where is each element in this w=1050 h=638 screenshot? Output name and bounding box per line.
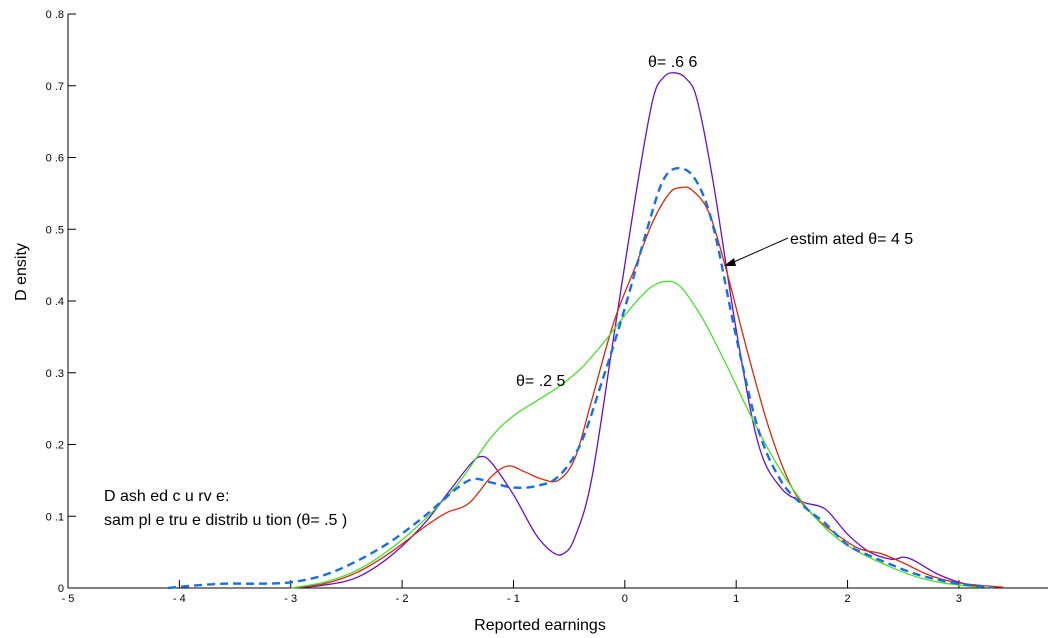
x-ticks: - 5 - 4 - 3 - 2 - 1 0 1 2 3 [62, 580, 962, 605]
x-tick-label: - 5 [62, 593, 75, 605]
y-tick-label: 0 .3 [46, 368, 64, 380]
x-tick-label: - 2 [396, 593, 409, 605]
y-tick-label: 0 .6 [46, 153, 64, 165]
y-tick-label: 0 .4 [46, 296, 64, 308]
annotation-theta-66: θ= .6 6 [648, 54, 697, 71]
series-line-0 [168, 166, 993, 590]
y-tick-label: 0 .2 [46, 440, 64, 452]
x-tick-label: - 4 [173, 593, 186, 605]
annotation-dashed-line2: sam pl e tru e distrib u tion (θ= .5 ) [104, 512, 347, 529]
x-axis-label: Reported earnings [474, 617, 606, 634]
y-axis-label: D ensity [13, 243, 30, 301]
x-tick-label: - 1 [507, 593, 520, 605]
x-tick-label: - 3 [284, 593, 297, 605]
series-group [168, 72, 1004, 590]
annotation-arrow-head [724, 258, 736, 266]
y-tick-label: 0 .5 [46, 224, 64, 236]
y-ticks: 0 0 .1 0 .2 0 .3 0 .4 0 .5 0 .6 0 .7 0 .8 [46, 9, 76, 595]
series-line-3 [290, 280, 982, 589]
x-tick-label: 2 [844, 593, 850, 605]
annotation-theta-25: θ= .2 5 [516, 373, 565, 390]
annotation-estimated: estim ated θ= 4 5 [790, 231, 913, 248]
y-tick-label: 0 .1 [46, 511, 64, 523]
y-tick-label: 0 .8 [46, 9, 64, 21]
x-tick-label: 3 [956, 593, 962, 605]
series-line-1 [290, 72, 982, 589]
x-tick-label: 1 [733, 593, 739, 605]
y-tick-label: 0 .7 [46, 81, 64, 93]
annotation-arrow-line [726, 237, 789, 266]
annotation-dashed-line1: D ash ed c u rv e: [104, 488, 229, 505]
series-line-2 [290, 186, 1004, 589]
y-tick-label: 0 [58, 583, 64, 595]
x-tick-label: 0 [622, 593, 628, 605]
